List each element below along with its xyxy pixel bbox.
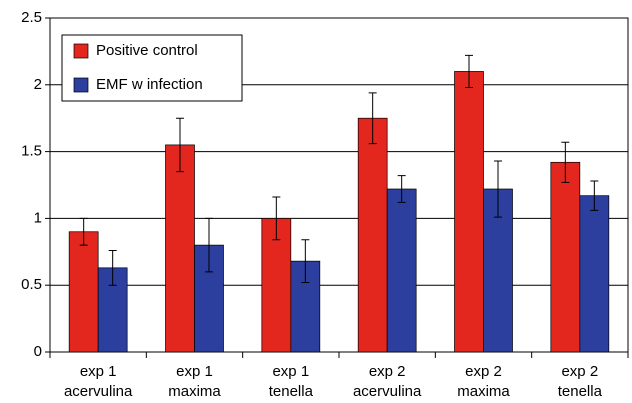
x-tick-label: maxima <box>457 383 510 400</box>
bar <box>165 144 195 353</box>
error-bar <box>368 92 377 145</box>
x-tick-label: exp 1 <box>272 363 309 380</box>
legend-label: EMF w infection <box>96 76 203 93</box>
x-tick-label: tenella <box>558 383 603 400</box>
x-tick-label: exp 2 <box>561 363 598 380</box>
error-bar <box>205 217 213 273</box>
bar <box>357 117 388 353</box>
x-tick-label: exp 1 <box>80 363 117 380</box>
x-tick-label: exp 2 <box>465 363 502 380</box>
error-bar <box>465 54 473 88</box>
x-tick-label: acervulina <box>353 383 422 400</box>
error-bar <box>272 196 281 241</box>
y-tick-label: 0.5 <box>21 276 42 293</box>
error-bar <box>301 239 310 284</box>
error-bar <box>494 160 502 218</box>
error-bar <box>176 117 184 173</box>
x-tick-label: tenella <box>269 383 314 400</box>
x-tick-label: exp 1 <box>176 363 213 380</box>
bar <box>386 188 417 353</box>
error-bar <box>590 180 599 211</box>
error-bar <box>108 249 117 286</box>
legend-frame <box>61 34 243 102</box>
bar <box>550 161 581 353</box>
legend-swatch <box>73 77 89 93</box>
y-tick-label: 1.5 <box>21 143 42 160</box>
bar <box>68 231 99 353</box>
error-bar <box>397 175 406 203</box>
y-tick-label: 2 <box>34 76 42 93</box>
legend-swatch <box>73 43 89 59</box>
x-tick-label: maxima <box>168 383 221 400</box>
legend-label: Positive control <box>96 42 198 59</box>
x-tick-label: acervulina <box>64 383 133 400</box>
x-tick-label: exp 2 <box>369 363 406 380</box>
y-tick-label: 1 <box>34 209 42 226</box>
bar <box>454 71 484 353</box>
bar <box>579 195 610 353</box>
error-bar <box>79 217 88 246</box>
y-tick-label: 0 <box>34 343 42 360</box>
error-bar <box>561 141 570 183</box>
y-tick-label: 2.5 <box>21 9 42 26</box>
